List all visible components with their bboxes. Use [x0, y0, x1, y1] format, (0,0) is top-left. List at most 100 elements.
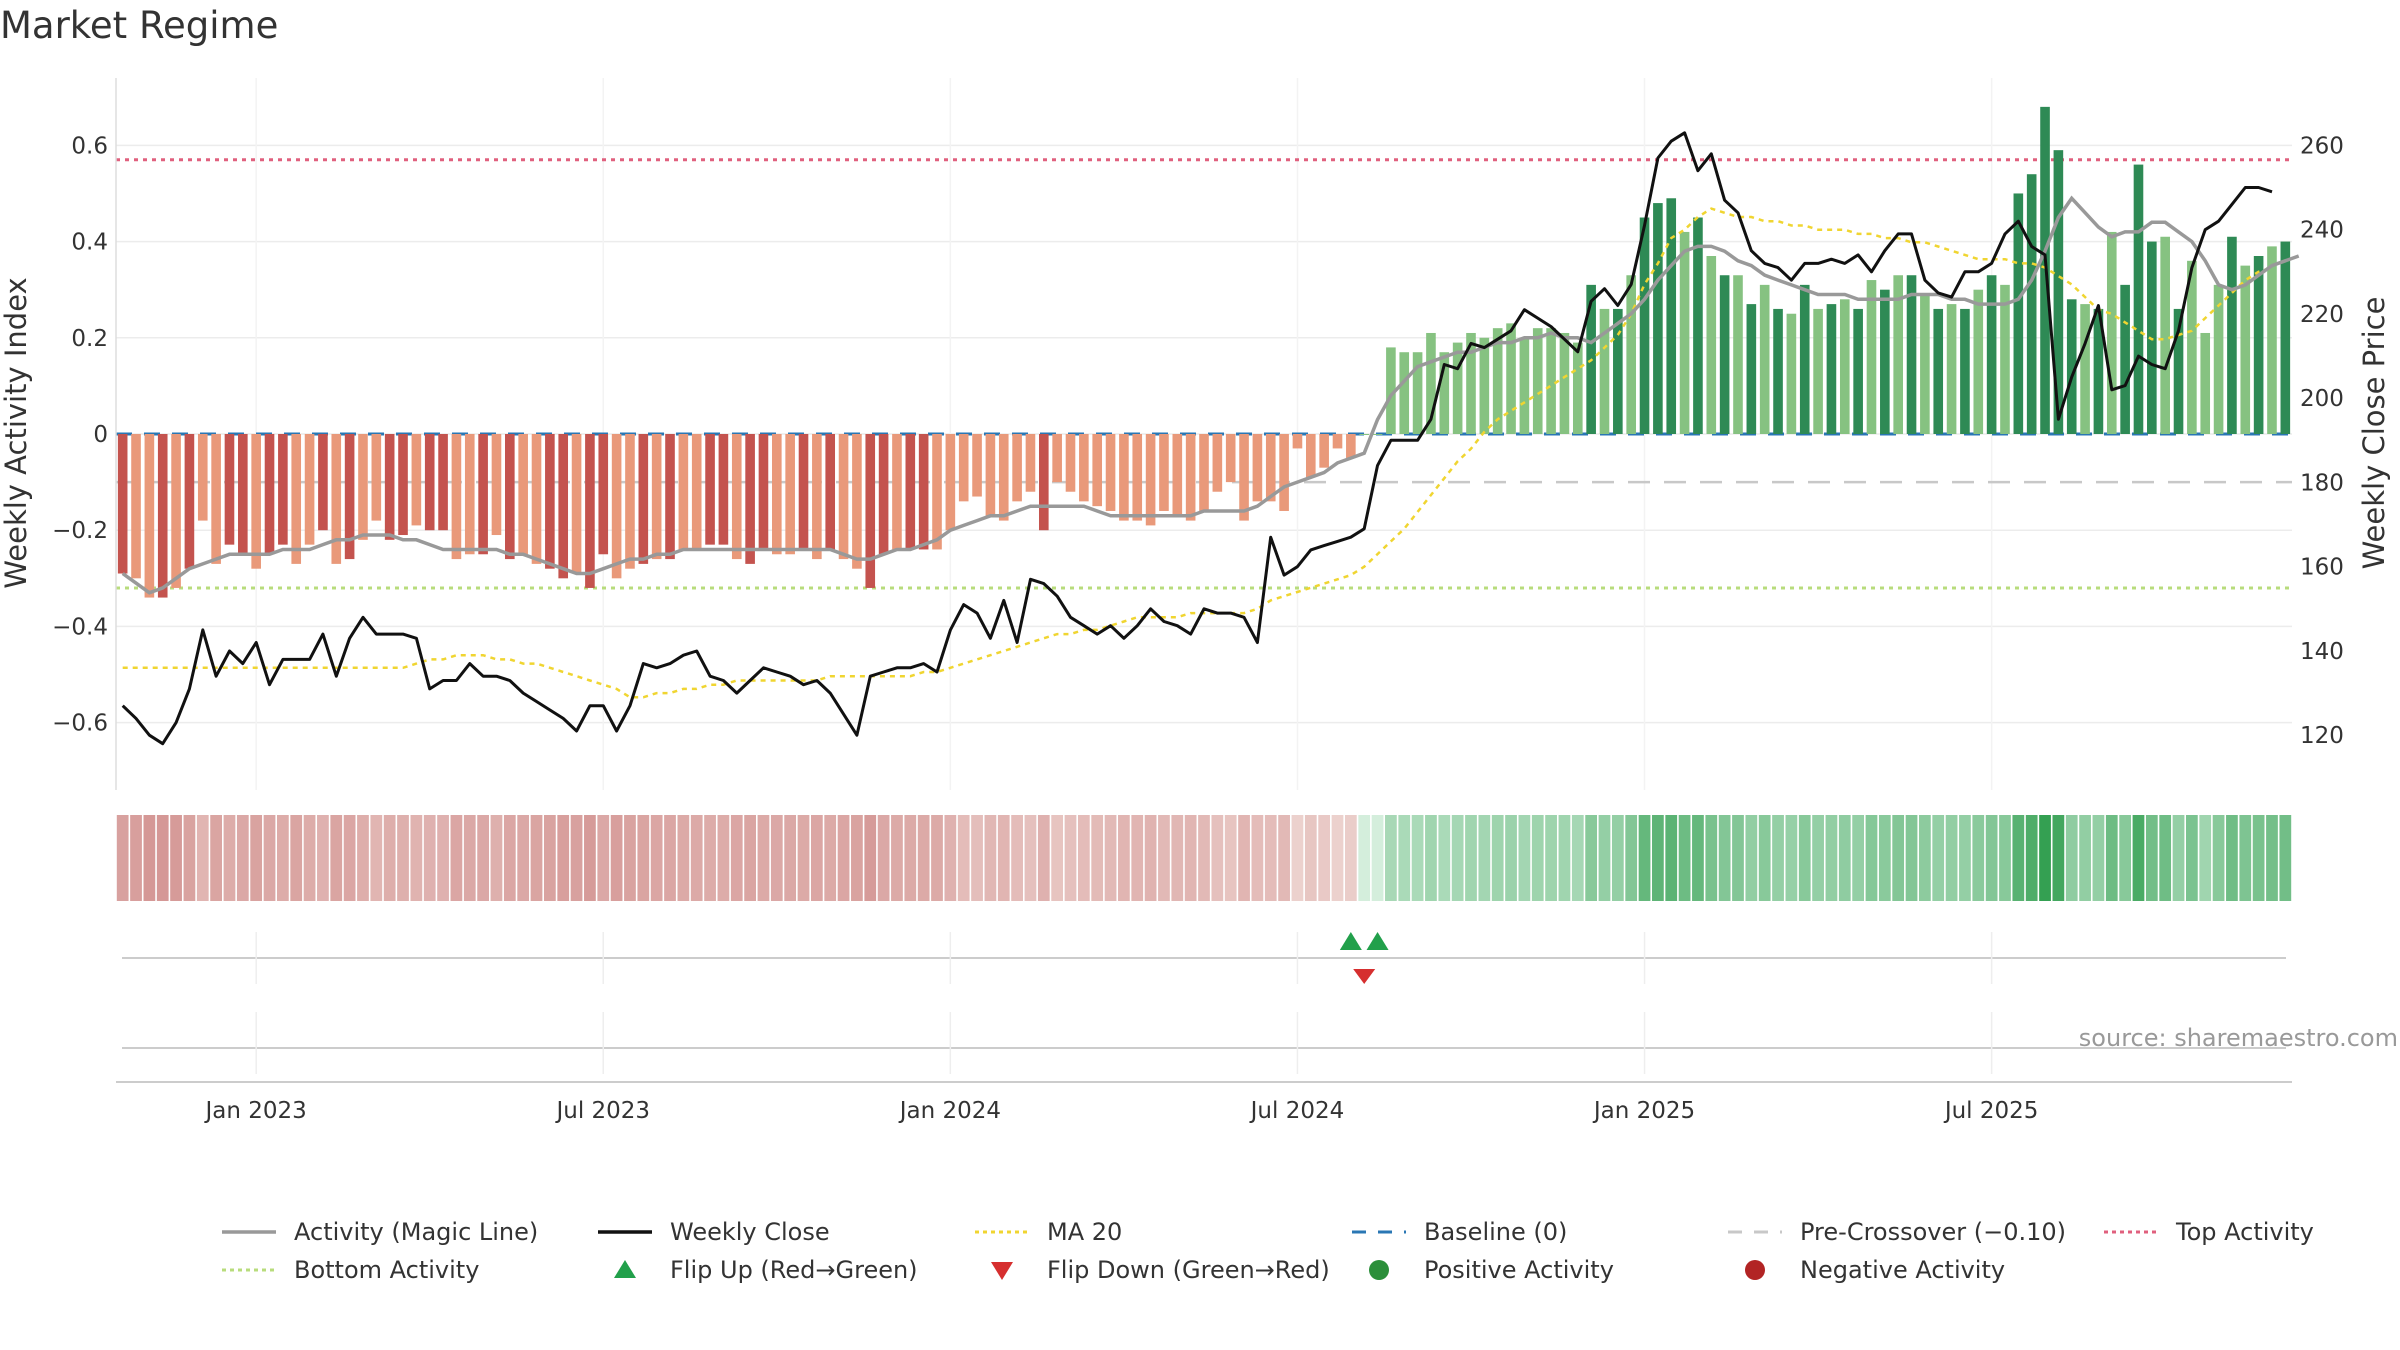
- activity-bar: [2080, 304, 2090, 434]
- right-tick-label: 260: [2300, 133, 2344, 159]
- heat-cell: [1184, 815, 1197, 901]
- heat-cell: [1224, 815, 1237, 901]
- activity-bar: [905, 434, 916, 550]
- activity-bar: [1319, 434, 1329, 468]
- heat-cell: [1545, 815, 1557, 901]
- heat-cell: [343, 815, 356, 901]
- heat-cell: [2105, 815, 2118, 901]
- activity-bar: [1079, 434, 1089, 502]
- heat-cell: [2065, 815, 2078, 901]
- heat-cell: [1798, 815, 1811, 901]
- heat-cell: [704, 815, 716, 901]
- activity-bar: [825, 434, 836, 550]
- heat-cell: [1598, 815, 1611, 901]
- activity-bar: [1225, 434, 1236, 483]
- activity-bar: [2013, 193, 2024, 434]
- right-tick-label: 160: [2300, 555, 2344, 581]
- activity-bar: [2240, 265, 2251, 434]
- activity-bar: [571, 434, 582, 574]
- activity-bar: [638, 434, 649, 564]
- heat-cell: [1505, 815, 1517, 901]
- activity-bar: [1105, 434, 1116, 511]
- heat-cell: [130, 815, 142, 901]
- heat-cell: [317, 815, 329, 901]
- heat-cell: [477, 815, 489, 901]
- legend-label: Pre-Crossover (−0.10): [1800, 1218, 2066, 1246]
- heat-cell: [1064, 815, 1077, 901]
- activity-bar: [731, 434, 742, 560]
- heat-cell: [1585, 815, 1598, 901]
- heat-cell: [1411, 815, 1424, 901]
- heat-cell: [423, 815, 436, 901]
- activity-bar: [2093, 308, 2104, 434]
- x-axis: Jan 2023 Jul 2023 Jan 2024 Jul 2024 Jan 2025…: [116, 1081, 2292, 1124]
- heat-cell: [250, 815, 263, 901]
- activity-bar: [2053, 150, 2064, 434]
- heat-cell: [1838, 815, 1851, 901]
- flip-up-marker: [1339, 932, 1362, 950]
- activity-bar: [1519, 337, 1530, 434]
- heat-cell: [1878, 815, 1891, 901]
- activity-bar: [852, 434, 862, 569]
- heat-cell: [2145, 815, 2158, 901]
- heat-cell: [824, 815, 837, 901]
- heat-cell: [1905, 815, 1918, 901]
- left-y-axis-label: Weekly Activity Index: [0, 277, 33, 588]
- activity-bar: [1826, 304, 1837, 434]
- activity-bar: [1159, 434, 1169, 511]
- heat-cell: [1171, 815, 1184, 901]
- activity-bar: [2133, 164, 2144, 434]
- activity-bar: [998, 434, 1009, 521]
- legend: Activity (Magic Line) Weekly Close MA 20 Ba…: [222, 1218, 2314, 1284]
- activity-bar: [1065, 434, 1076, 492]
- heat-cell: [330, 815, 343, 901]
- x-tick-label: Jul 2023: [554, 1098, 650, 1124]
- activity-bar: [2173, 308, 2184, 434]
- heat-cell: [2266, 815, 2278, 901]
- heat-cell: [156, 815, 169, 901]
- left-tick-label: −0.6: [52, 711, 108, 737]
- heat-cell: [624, 815, 636, 901]
- heat-cell: [2212, 815, 2225, 901]
- heat-cell: [1812, 815, 1824, 901]
- activity-bar: [1092, 434, 1103, 507]
- activity-bar: [1639, 217, 1650, 434]
- heat-cell: [276, 815, 289, 901]
- heat-cell: [2079, 815, 2091, 901]
- activity-bar: [331, 434, 342, 564]
- activity-bar: [2267, 246, 2277, 434]
- activity-bar: [1986, 275, 1997, 434]
- heat-cell: [1465, 815, 1477, 901]
- legend-item: Negative Activity: [1745, 1256, 2005, 1284]
- left-tick-label: 0: [93, 422, 108, 448]
- activity-bar: [1920, 294, 1930, 434]
- legend-label: Bottom Activity: [294, 1256, 479, 1284]
- heat-cell: [1678, 815, 1691, 901]
- activity-bar: [1866, 280, 1877, 434]
- activity-bar: [518, 434, 528, 555]
- heat-cell: [557, 815, 570, 901]
- legend-swatch: [991, 1262, 1013, 1280]
- heat-cell: [1478, 815, 1491, 901]
- heat-cell: [1732, 815, 1744, 901]
- activity-bar: [1853, 308, 1863, 434]
- heat-cell: [410, 815, 423, 901]
- activity-magic-line: [121, 195, 2300, 595]
- activity-bar: [1172, 434, 1183, 516]
- activity-bar: [131, 434, 141, 579]
- heat-cell: [1425, 815, 1437, 901]
- activity-bar: [411, 434, 422, 526]
- heat-cell: [1705, 815, 1718, 901]
- heat-cell: [1344, 815, 1357, 901]
- activity-bar: [451, 434, 462, 560]
- activity-bar: [1679, 231, 1690, 434]
- heat-cell: [1037, 815, 1050, 901]
- activity-bar: [2026, 174, 2037, 434]
- heat-cell: [650, 815, 663, 901]
- heat-cell: [1571, 815, 1584, 901]
- heat-cell: [1278, 815, 1290, 901]
- activity-bar: [238, 434, 248, 555]
- heat-cell: [1665, 815, 1678, 901]
- activity-bar: [478, 434, 488, 555]
- heat-cell: [116, 815, 129, 901]
